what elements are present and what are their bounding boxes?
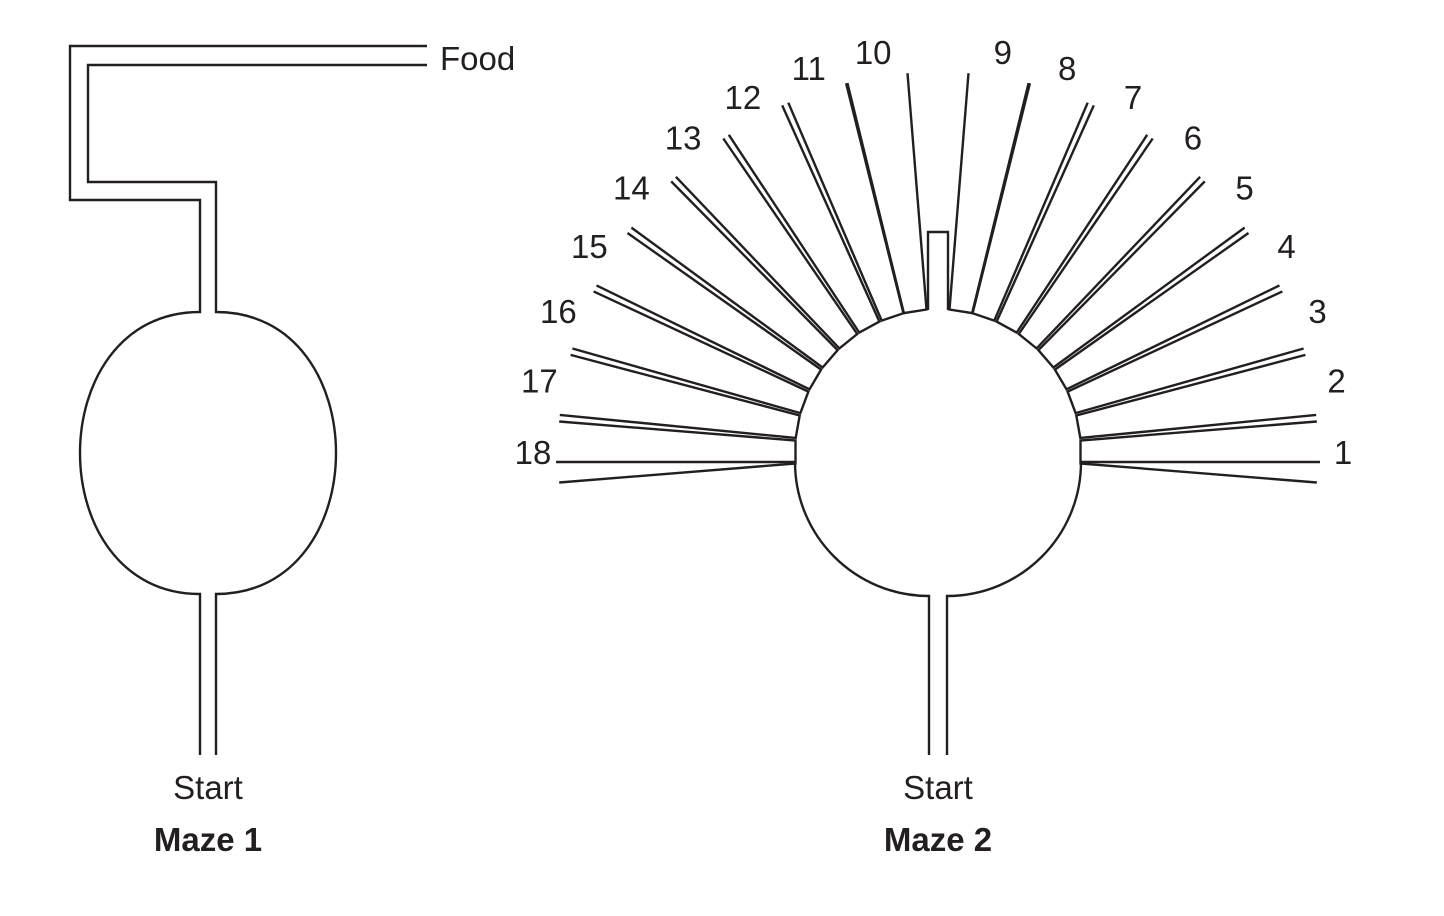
maze-2-arm-11	[787, 83, 905, 323]
maze-2-arm-14	[630, 180, 840, 370]
maze-2-arm-5	[1036, 180, 1246, 370]
maze-2-arm-label-18: 18	[515, 434, 552, 471]
maze-2-arm-2	[1074, 353, 1317, 440]
maze-2-arm-label-13: 13	[665, 119, 702, 156]
maze-2-arm-17	[559, 353, 802, 440]
maze-2-arm-7	[995, 104, 1149, 335]
maze-2-lower-left-wall	[556, 460, 931, 755]
maze-2-arm-label-8: 8	[1058, 50, 1076, 87]
maze-2-arm-label-6: 6	[1184, 119, 1202, 156]
maze-2-arm-label-9: 9	[994, 34, 1012, 71]
maze-2-arm-1	[1079, 420, 1317, 484]
maze-1-right-wall	[86, 63, 427, 755]
maze-2-arm-label-4: 4	[1277, 228, 1295, 265]
maze-1: Food Start Maze 1	[68, 40, 515, 858]
maze-2-arm-label-10: 10	[855, 34, 892, 71]
maze-2-arm-label-5: 5	[1235, 169, 1253, 206]
maze-2-arm-label-3: 3	[1308, 293, 1326, 330]
maze-2-arm-18	[559, 420, 797, 484]
maze-2-arm-label-14: 14	[613, 169, 650, 206]
maze-2-arm-3	[1066, 290, 1304, 415]
maze-2-arm-8	[971, 83, 1089, 323]
maze-2-arm-15	[595, 232, 823, 391]
maze-1-start-label: Start	[173, 769, 243, 806]
maze-1-food-label: Food	[440, 40, 515, 77]
maze-2-arm-4	[1053, 232, 1281, 391]
maze-2-arm-label-7: 7	[1124, 79, 1142, 116]
maze-1-title: Maze 1	[154, 821, 262, 858]
maze-1-left-wall	[68, 44, 427, 755]
maze-2-arms	[559, 73, 1317, 484]
maze-2-arm-label-12: 12	[725, 79, 762, 116]
maze-2-arm-label-11: 11	[792, 50, 826, 87]
maze-2-arm-label-15: 15	[571, 228, 608, 265]
maze-2-start-label: Start	[903, 769, 973, 806]
maze-2-arm-label-2: 2	[1327, 362, 1345, 399]
maze-2-center-stub	[926, 230, 950, 310]
maze-2-lower-right-wall	[945, 460, 1320, 755]
maze-2-arm-label-16: 16	[540, 293, 577, 330]
maze-2-arm-12	[727, 104, 881, 335]
maze-2-arm-16	[572, 290, 810, 415]
maze-2-arm-9	[948, 73, 1030, 315]
maze-2-title: Maze 2	[884, 821, 992, 858]
maze-2-arm-13	[675, 137, 859, 351]
maze-2-arm-label-17: 17	[521, 362, 558, 399]
maze-2-arm-label-1: 1	[1334, 434, 1352, 471]
maze-2-arm-6	[1017, 137, 1201, 351]
